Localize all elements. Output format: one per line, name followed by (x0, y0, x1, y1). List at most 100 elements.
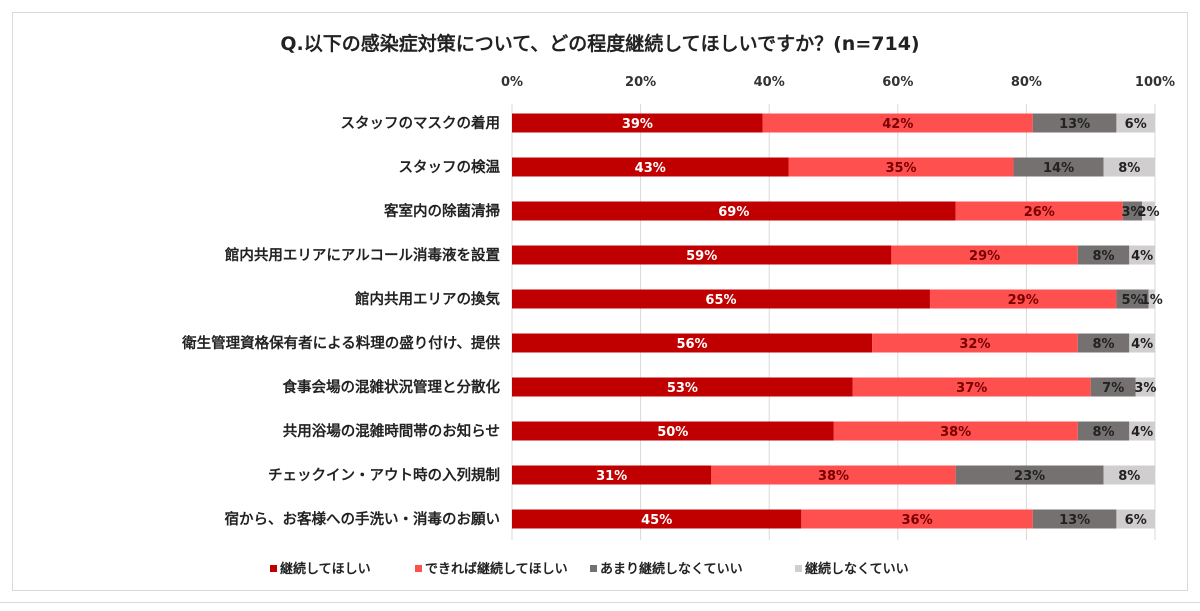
data-label: 8% (1118, 161, 1140, 176)
bar-segment (1122, 201, 1143, 221)
bar-segment (1090, 377, 1136, 397)
data-label: 31% (596, 469, 627, 484)
bar-segment (929, 289, 1117, 309)
bar-segment (512, 377, 853, 397)
data-label: 4% (1131, 425, 1153, 440)
category-label: 衛生管理資格保有者による料理の盛り付け、提供 (181, 334, 500, 352)
bar-segment (1135, 377, 1155, 397)
bar-segment (1077, 421, 1130, 441)
bar-segment (788, 157, 1014, 177)
x-tick-label: 60% (882, 75, 913, 90)
bar-segment (512, 113, 763, 133)
category-label: 食事会場の混雑状況管理と分散化 (283, 378, 501, 396)
bar-segment (1116, 289, 1149, 309)
category-label: 客室内の除菌清掃 (383, 202, 500, 220)
data-label: 8% (1093, 249, 1115, 264)
x-tick-label: 0% (501, 75, 523, 90)
x-tick-label: 20% (625, 75, 656, 90)
bar-segment (512, 333, 873, 353)
chart-card (12, 12, 1188, 591)
bar-segment (1129, 333, 1155, 353)
data-label: 56% (676, 337, 707, 352)
bar-segment (512, 289, 930, 309)
data-label: 29% (969, 249, 1000, 264)
x-tick-label: 100% (1135, 75, 1175, 90)
data-label: 59% (686, 249, 717, 264)
legend-swatch (270, 565, 277, 572)
legend-swatch (795, 565, 802, 572)
data-label: 8% (1093, 425, 1115, 440)
bar-segment (891, 245, 1078, 265)
data-label: 5% (1121, 293, 1143, 308)
bar-segment (512, 465, 712, 485)
data-label: 42% (882, 117, 913, 132)
data-label: 39% (622, 117, 653, 132)
data-label: 6% (1125, 513, 1147, 528)
legend-label: できれば継続してほしい (425, 561, 568, 577)
bar-segment (512, 157, 789, 177)
bar-segment (833, 421, 1078, 441)
bar-segment (1142, 201, 1155, 221)
data-label: 38% (940, 425, 971, 440)
bar-segment (711, 465, 956, 485)
data-label: 65% (705, 293, 736, 308)
data-label: 38% (818, 469, 849, 484)
category-label: 館内共用エリアにアルコール消毒液を設置 (225, 246, 500, 264)
legend-label: 継続しなくていい (805, 561, 909, 577)
bar-segment (1103, 465, 1155, 485)
data-label: 3% (1134, 381, 1156, 396)
bar-segment (1116, 509, 1155, 529)
bar-segment (852, 377, 1091, 397)
category-label: チェックイン・アウト時の入列規制 (268, 466, 500, 484)
data-label: 1% (1141, 293, 1163, 308)
bar-segment (1032, 509, 1117, 529)
data-label: 53% (667, 381, 698, 396)
data-label: 29% (1008, 293, 1039, 308)
data-label: 8% (1093, 337, 1115, 352)
data-label: 23% (1014, 469, 1045, 484)
category-label: 宿から、お客様への手洗い・消毒のお願い (225, 510, 501, 528)
bar-segment (801, 509, 1033, 529)
data-label: 32% (959, 337, 990, 352)
data-label: 4% (1131, 337, 1153, 352)
bar-segment (512, 201, 956, 221)
legend-label: あまり継続しなくていい (600, 561, 743, 577)
legend-swatch (590, 565, 597, 572)
data-label: 8% (1118, 469, 1140, 484)
data-label: 43% (635, 161, 666, 176)
bar-segment (1103, 157, 1155, 177)
category-label: スタッフのマスクの着用 (341, 114, 501, 132)
data-label: 7% (1102, 381, 1124, 396)
data-label: 6% (1125, 117, 1147, 132)
bar-segment (1013, 157, 1104, 177)
category-label: 共用浴場の混雑時間帯のお知らせ (283, 422, 500, 440)
data-label: 35% (885, 161, 916, 176)
data-label: 2% (1138, 205, 1160, 220)
category-label: 館内共用エリアの換気 (355, 290, 500, 308)
bar-segment (1129, 245, 1155, 265)
bar-segment (955, 201, 1123, 221)
bar-segment (1116, 113, 1155, 133)
bar-segment (762, 113, 1033, 133)
data-label: 13% (1059, 513, 1090, 528)
bar-segment (955, 465, 1104, 485)
data-label: 50% (657, 425, 688, 440)
data-label: 4% (1131, 249, 1153, 264)
bar-segment (1032, 113, 1117, 133)
bar-segment (1077, 333, 1130, 353)
chart-title: Q.以下の感染症対策について、どの程度継続してほしいですか？(n=714) (280, 32, 919, 55)
bar-segment (512, 509, 802, 529)
data-label: 26% (1024, 205, 1055, 220)
divider (0, 602, 1200, 603)
data-label: 45% (641, 513, 672, 528)
data-label: 13% (1059, 117, 1090, 132)
bar-segment (872, 333, 1078, 353)
bar-segment (1077, 245, 1130, 265)
data-label: 69% (718, 205, 749, 220)
bar-segment (512, 421, 834, 441)
data-label: 37% (956, 381, 987, 396)
data-label: 3% (1121, 205, 1143, 220)
bar-segment (512, 245, 892, 265)
legend-swatch (415, 565, 422, 572)
